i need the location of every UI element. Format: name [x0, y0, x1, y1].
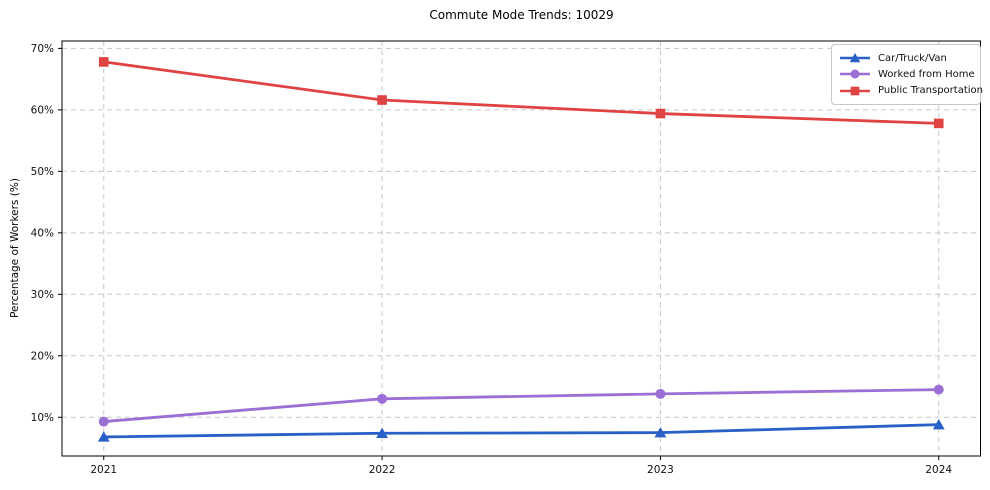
legend-item: Car/Truck/Van	[839, 50, 972, 66]
y-tick-label: 40%	[31, 227, 54, 239]
series-line	[102, 423, 941, 439]
legend-item: Public Transportation	[839, 83, 983, 99]
y-tick-label: 70%	[31, 43, 54, 55]
data-point-square	[98, 57, 109, 67]
data-point-square	[655, 108, 666, 119]
data-point-circle	[377, 393, 388, 404]
y-tick-label: 30%	[31, 289, 54, 301]
data-point-circle	[933, 384, 944, 395]
legend-swatch-circle-icon	[840, 69, 870, 79]
data-point-circle	[98, 416, 109, 427]
x-tick-label: 2022	[369, 464, 396, 476]
data-point-triangle	[97, 431, 110, 442]
legend-item: Worked from Home	[839, 66, 975, 82]
legend-swatch-triangle-icon	[840, 53, 870, 63]
plot-border	[61, 40, 981, 457]
series-line	[102, 388, 941, 423]
legend: Car/Truck/Van Worked from Home Public Tran…	[831, 44, 983, 105]
legend-label: Public Transportation	[878, 85, 983, 97]
y-tick-label: 60%	[31, 104, 54, 116]
x-tick-label: 2023	[647, 464, 674, 476]
y-tick-label: 20%	[31, 350, 54, 362]
data-point-triangle	[376, 427, 388, 438]
legend-swatch-square-icon	[840, 86, 870, 96]
y-tick-label: 50%	[31, 166, 54, 178]
series-line	[102, 60, 941, 125]
legend-label: Worked from Home	[878, 68, 975, 80]
data-point-square	[850, 86, 860, 96]
legend-label: Car/Truck/Van	[878, 52, 947, 64]
data-point-circle	[655, 388, 666, 399]
chart-title: Commute Mode Trends: 10029	[429, 8, 614, 22]
x-tick-label: 2021	[90, 464, 117, 476]
data-point-triangle	[654, 427, 667, 438]
data-point-triangle	[849, 53, 861, 63]
data-point-triangle	[932, 419, 945, 430]
data-point-circle	[850, 69, 860, 79]
y-tick-label: 10%	[31, 412, 54, 424]
data-point-square	[377, 95, 387, 105]
data-point-square	[933, 118, 944, 129]
x-tick-label: 2024	[925, 464, 952, 476]
